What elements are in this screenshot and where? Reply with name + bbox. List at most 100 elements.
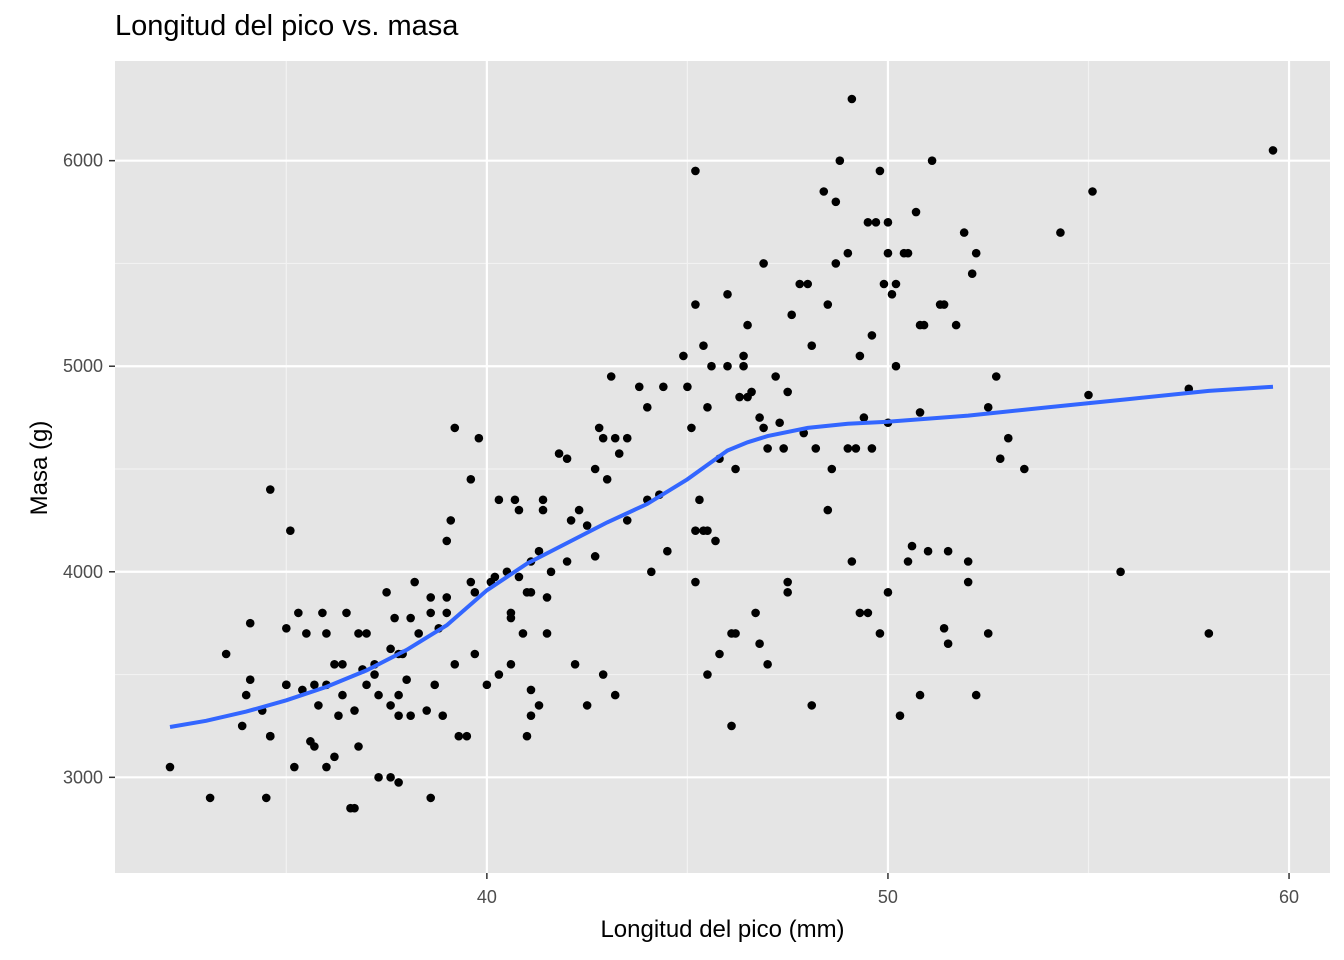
data-point (703, 670, 712, 679)
data-point (727, 721, 736, 731)
plot-panel (115, 61, 1330, 873)
data-point (739, 351, 748, 361)
data-point (927, 156, 937, 165)
data-point (899, 248, 909, 258)
data-point (221, 649, 231, 659)
data-point (538, 505, 548, 515)
data-point (759, 423, 768, 433)
data-point (237, 721, 247, 731)
data-point (911, 207, 921, 217)
data-point (963, 577, 973, 587)
data-point (462, 731, 472, 741)
data-point (446, 516, 456, 525)
data-point (506, 659, 516, 669)
data-point (707, 361, 716, 371)
data-point (570, 659, 580, 669)
chart-title: Longitud del pico vs. masa (115, 10, 459, 42)
data-point (470, 588, 480, 597)
data-point (983, 629, 993, 638)
data-point (647, 567, 656, 577)
data-point (663, 546, 672, 556)
data-point (265, 485, 275, 494)
data-point (466, 474, 476, 484)
data-point (731, 464, 740, 474)
data-point (438, 711, 448, 720)
data-point (943, 639, 953, 649)
data-point (514, 505, 524, 515)
data-point (290, 762, 299, 772)
x-tick-label: 60 (1279, 887, 1299, 907)
data-point (282, 680, 291, 690)
data-point (1056, 228, 1065, 237)
data-point (245, 675, 255, 684)
data-point (265, 731, 275, 741)
data-point (330, 752, 339, 762)
y-tick-label: 6000 (63, 151, 103, 171)
data-point (1268, 146, 1278, 155)
data-point (386, 773, 395, 782)
data-point (386, 644, 395, 654)
data-point (787, 310, 796, 320)
data-point (843, 248, 853, 258)
data-point (807, 341, 817, 350)
data-point (426, 593, 436, 602)
data-point (891, 361, 901, 371)
data-point (430, 680, 440, 690)
data-point (634, 382, 644, 392)
data-point (466, 577, 476, 587)
data-point (450, 423, 460, 433)
data-point (241, 690, 251, 700)
data-point (554, 449, 564, 458)
data-point (574, 505, 584, 515)
data-point (582, 521, 592, 530)
data-point (783, 387, 792, 397)
data-point (165, 762, 175, 772)
data-point (526, 711, 536, 720)
data-point (534, 701, 544, 710)
data-point (590, 464, 600, 474)
data-point (562, 557, 572, 566)
x-axis-label: Longitud del pico (mm) (600, 916, 845, 943)
data-point (526, 588, 536, 597)
data-point (314, 701, 323, 710)
data-point (474, 433, 484, 443)
data-point (875, 629, 885, 638)
data-point (679, 351, 688, 361)
data-point (318, 608, 327, 618)
data-point (546, 567, 556, 577)
x-tick-label: 40 (477, 887, 497, 907)
data-point (330, 659, 339, 669)
data-point (723, 289, 732, 299)
data-point (470, 649, 480, 659)
data-point (775, 418, 784, 428)
data-point (759, 259, 768, 268)
data-point (442, 608, 452, 618)
data-point (755, 639, 764, 649)
data-point (394, 711, 403, 720)
y-tick-label: 4000 (63, 562, 103, 582)
data-point (943, 546, 953, 556)
data-point (1084, 390, 1093, 400)
data-point (843, 444, 853, 453)
data-point (322, 762, 331, 772)
data-point (490, 572, 500, 582)
data-point (963, 557, 973, 566)
data-point (261, 793, 271, 803)
data-point (923, 546, 933, 556)
data-point (835, 156, 845, 165)
data-point (951, 320, 961, 330)
data-point (442, 593, 452, 602)
data-point (803, 279, 813, 289)
data-point (510, 495, 520, 505)
data-point (779, 444, 788, 453)
data-point (310, 742, 319, 751)
data-point (286, 526, 295, 535)
data-point (354, 742, 363, 751)
y-axis-label: Masa (g) (26, 420, 53, 516)
data-point (506, 613, 516, 623)
data-point (967, 269, 977, 279)
data-point (602, 474, 612, 484)
data-point (542, 593, 552, 602)
data-point (374, 773, 383, 782)
data-point (494, 670, 504, 679)
